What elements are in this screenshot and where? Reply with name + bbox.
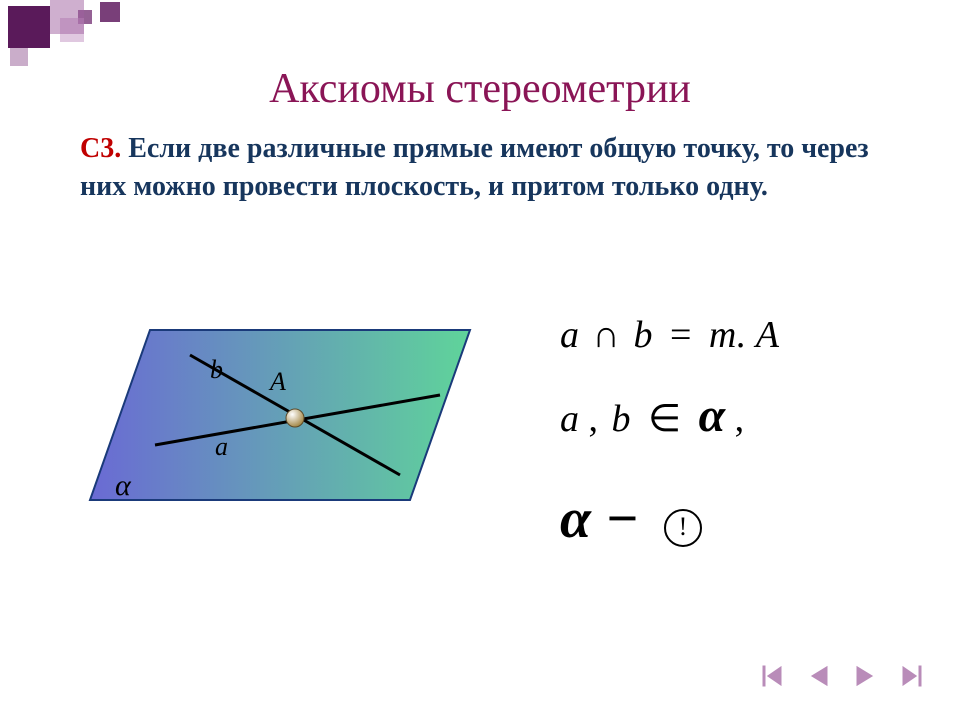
axiom-body: Если две различные прямые имеют общую то… [80,133,869,202]
f1-A: A [756,314,779,356]
formula-line-3: α − ! [560,475,890,565]
label-a: a [215,432,228,461]
nav-next-button[interactable] [846,657,884,695]
axiom-text: С3. Если две различные прямые имеют общу… [80,130,880,206]
f2-b: b [612,398,631,440]
slide: Аксиомы стереометрии С3. Если две различ… [0,0,960,720]
plane-shape [90,330,470,500]
f1-b: b [633,314,652,356]
nav-first-button[interactable] [754,657,792,695]
axiom-label: С3. [80,133,121,164]
label-point: A [268,367,286,396]
label-b: b [210,355,223,384]
label-plane: α [115,469,132,502]
formula-line-2: a , b ∈ α , [560,378,890,455]
f2-alpha: α [699,389,726,442]
formula-block: a ∩ b = т. A a , b ∈ α , α − ! [560,305,890,564]
in-sym: ∈ [648,398,681,440]
point-a [286,409,304,427]
intersect-sym: ∩ [593,314,620,356]
unique-mark: ! [664,509,702,547]
f1-a: a [560,314,579,356]
nav-bar [746,657,930,700]
deco-square [8,6,50,48]
eq-sym: = [670,314,691,356]
deco-square [50,0,84,34]
nav-last-button[interactable] [892,657,930,695]
f2-a: a [560,398,579,440]
f2-c2: , [735,398,745,440]
page-title: Аксиомы стереометрии [0,65,960,113]
formula-line-1: a ∩ b = т. A [560,305,890,366]
deco-square [10,48,28,66]
plane-diagram: b a A α [70,300,490,530]
deco-square [100,2,120,22]
f1-prefix: т. [709,314,746,356]
dash-sym: − [606,488,638,550]
f3-alpha: α [560,488,591,550]
nav-prev-button[interactable] [800,657,838,695]
f2-c1: , [589,398,599,440]
